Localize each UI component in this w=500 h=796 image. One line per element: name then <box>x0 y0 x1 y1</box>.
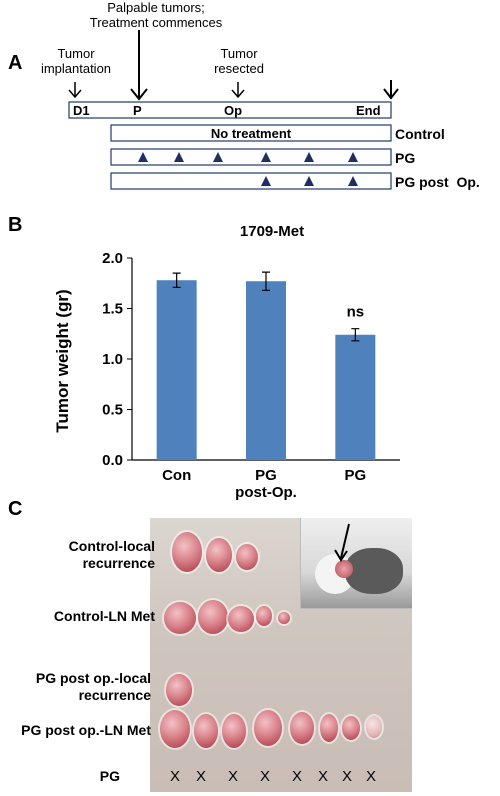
tumor-sample <box>194 714 218 748</box>
timeline-op: Op <box>224 103 242 118</box>
tumor-sample <box>236 544 258 570</box>
row-label-pg: PG <box>99 768 120 784</box>
tumor-sample <box>206 538 232 572</box>
tumor-sample <box>278 612 290 624</box>
y-tick-label: 1.5 <box>102 301 123 318</box>
dose-triangle <box>261 176 271 186</box>
pg-x-mark: X <box>228 768 239 785</box>
arrow-icon <box>334 523 350 562</box>
tumor-sample <box>166 674 192 706</box>
control-row-bar <box>110 124 392 142</box>
timeline-p: P <box>133 103 142 118</box>
pg-x-mark: X <box>292 768 303 785</box>
pg-x-mark: X <box>260 768 271 785</box>
panel-a-letter: A <box>8 52 23 74</box>
tumor-sample <box>342 716 360 740</box>
error-bar <box>351 328 360 342</box>
row-label-pg-local: PG post op.-local recurrence <box>35 670 151 703</box>
arrow-resected <box>231 82 245 99</box>
tumor-sample <box>366 716 382 738</box>
pg-row-bar <box>110 148 392 166</box>
timeline-end: End <box>356 103 381 118</box>
pg-post-op-row-bar <box>110 172 392 190</box>
error-bar <box>172 272 181 288</box>
panel-b-letter: B <box>8 214 23 236</box>
dose-triangle <box>304 152 314 162</box>
no-treatment-label: No treatment <box>211 126 292 141</box>
arrow-palpable <box>130 30 148 101</box>
x-tick-label: Con <box>162 467 191 484</box>
ns-annotation: ns <box>347 304 365 321</box>
row-label-control: Control <box>395 126 445 142</box>
dose-triangle <box>348 152 358 162</box>
row-label-control-local: Control-local recurrence <box>68 538 155 571</box>
tumor-sample <box>228 606 254 632</box>
tumor-sample <box>198 600 228 634</box>
pg-x-mark: X <box>170 768 181 785</box>
mouse-inset-photo <box>300 518 412 609</box>
row-label-pg-ln: PG post op.-LN Met <box>21 722 151 738</box>
tumor-weight-chart: 1709-Met Tumor weight (gr) ns 0.0 0.5 1.0 1… <box>53 223 400 501</box>
dose-triangle <box>261 152 271 162</box>
y-tick-label: 1.0 <box>102 351 123 368</box>
label-palpable-tumors: Palpable tumors; Treatment commences <box>89 0 223 30</box>
row-label-control-ln: Control-LN Met <box>53 608 155 624</box>
x-tick-label: PG <box>255 467 277 484</box>
y-axis-label: Tumor weight (gr) <box>53 289 72 432</box>
x-tick-label: PG <box>344 467 366 484</box>
x-tick-label: post-Op. <box>235 484 297 501</box>
pg-x-mark: X <box>196 768 207 785</box>
tumor-sample <box>254 710 282 746</box>
tumor-sample <box>256 606 272 626</box>
tumor-sample <box>164 602 196 634</box>
bar <box>246 281 286 460</box>
row-label-pg-post-op: PG post Op. <box>395 174 480 190</box>
pg-x-mark: X <box>366 768 377 785</box>
dose-triangle <box>138 152 148 162</box>
chart-title: 1709-Met <box>240 223 304 240</box>
dose-triangle <box>174 152 184 162</box>
dose-triangle <box>348 176 358 186</box>
arrow-end <box>383 80 399 100</box>
dose-triangle <box>304 176 314 186</box>
y-tick-label: 0.5 <box>102 402 123 419</box>
pg-post-op-dose-markers <box>261 176 358 186</box>
pg-dose-markers <box>138 152 358 162</box>
pg-x-mark: X <box>342 768 353 785</box>
tumor-sample <box>290 712 314 744</box>
arrow-implantation <box>68 82 82 99</box>
dose-triangle <box>213 152 223 162</box>
pg-x-mark: X <box>318 768 329 785</box>
panel-a-diagram: D1 P Op End No treatment Control PG PG p… <box>68 30 480 190</box>
tumor-sample <box>320 714 338 742</box>
timeline-bar <box>68 101 392 119</box>
tumor-sample <box>222 714 246 748</box>
bar <box>335 334 376 460</box>
timeline-d1: D1 <box>73 103 90 118</box>
label-tumor-resected: Tumor resected <box>214 46 264 76</box>
row-label-pg: PG <box>395 150 415 166</box>
tumor-photo <box>150 518 412 792</box>
y-tick-label: 2.0 <box>102 250 123 267</box>
error-bar <box>262 271 270 291</box>
bar <box>156 280 197 460</box>
tumor-sample <box>172 532 202 572</box>
y-tick-label: 0.0 <box>102 452 123 469</box>
panel-c-letter: C <box>8 498 23 520</box>
label-tumor-implantation: Tumor implantation <box>40 46 112 76</box>
tumor-sample <box>160 710 190 748</box>
